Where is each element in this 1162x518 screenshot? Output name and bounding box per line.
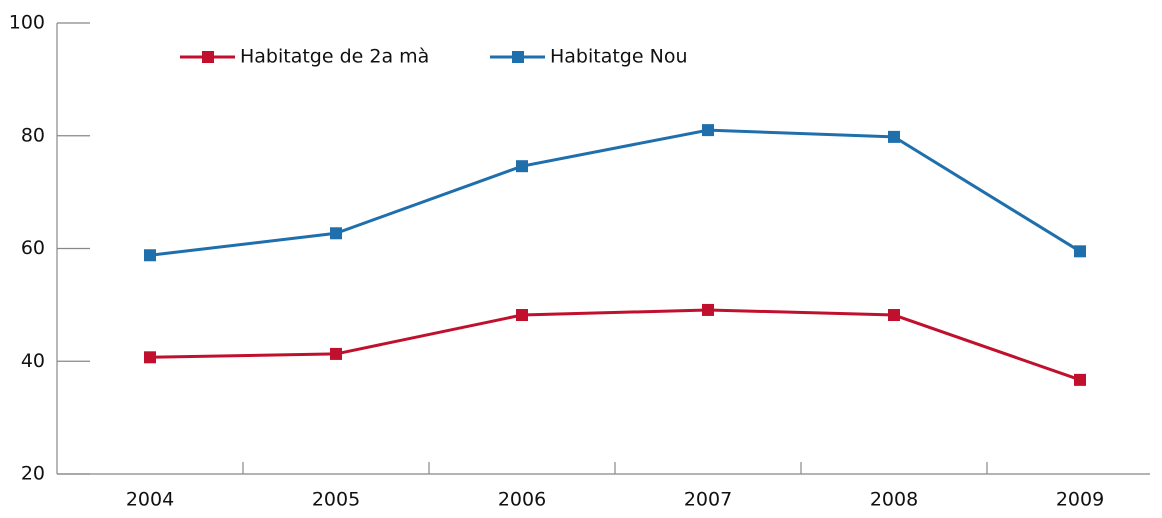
point-marker [702, 303, 714, 316]
series-line [149, 308, 1081, 382]
y-tick-label: 20 [21, 463, 45, 485]
point-marker [516, 309, 528, 322]
point-marker [702, 124, 714, 137]
legend-label: Habitatge Nou [550, 46, 687, 68]
x-tick-label: 2007 [684, 489, 732, 511]
point-marker [1074, 373, 1086, 386]
series-line [149, 128, 1081, 257]
x-tick-label: 2004 [126, 489, 174, 511]
x-tick-label: 2008 [870, 489, 918, 511]
legend-marker [512, 51, 524, 63]
legend-marker [202, 51, 214, 63]
y-tick-label: 100 [9, 12, 45, 34]
point-marker [516, 160, 528, 173]
y-tick-label: 40 [21, 350, 45, 372]
point-marker [888, 309, 900, 322]
point-marker [888, 130, 900, 143]
legend-label: Habitatge de 2a mà [240, 46, 429, 68]
point-marker [144, 351, 156, 364]
y-tick-label: 60 [21, 237, 45, 259]
x-tick-label: 2005 [312, 489, 360, 511]
point-marker [1074, 245, 1086, 258]
point-marker [330, 227, 342, 240]
x-tick-label: 2009 [1056, 489, 1104, 511]
y-tick-label: 80 [21, 124, 45, 146]
x-tick-label: 2006 [498, 489, 546, 511]
point-marker [330, 347, 342, 360]
point-marker [144, 249, 156, 262]
